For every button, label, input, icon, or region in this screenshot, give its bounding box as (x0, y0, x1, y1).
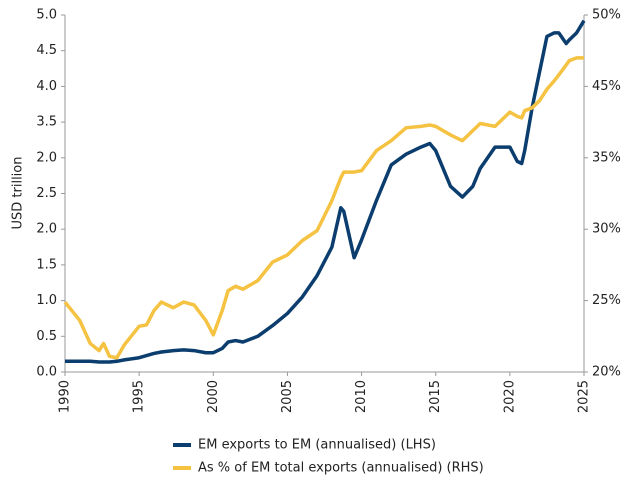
y2-tick-label: 20% (592, 365, 621, 380)
legend-label: As % of EM total exports (annualised) (R… (198, 461, 484, 476)
y2-tick-label: 35% (592, 150, 621, 165)
y-tick-label: 3.5 (36, 115, 57, 130)
x-tick-label: 2010 (354, 380, 369, 413)
y-tick-label: 4.0 (36, 79, 57, 94)
y2-tick-label: 45% (592, 79, 621, 94)
series-line (65, 19, 586, 364)
y2-tick-label: 50% (592, 8, 621, 23)
legend-label: EM exports to EM (annualised) (LHS) (198, 438, 436, 453)
x-tick-label: 2000 (206, 380, 221, 413)
y-tick-label: 0.0 (36, 365, 57, 380)
y-axis-label: USD trillion (11, 157, 26, 230)
y-tick-label: 5.0 (36, 8, 57, 23)
y-tick-label: 1.5 (36, 257, 57, 272)
x-tick-label: 2005 (280, 380, 295, 413)
x-tick-label: 2020 (502, 380, 517, 413)
y-tick-label: 2.0 (36, 150, 57, 165)
y-tick-label: 0.5 (36, 329, 57, 344)
x-tick-label: 2015 (428, 380, 443, 413)
y-tick-label: 2.5 (36, 186, 57, 201)
series-line (63, 56, 584, 360)
y2-tick-label: 25% (592, 293, 621, 308)
y-tick-label: 4.5 (36, 43, 57, 58)
x-tick-label: 1990 (58, 380, 73, 413)
y-tick-label: 2.0 (36, 222, 57, 237)
x-tick-label: 1995 (132, 380, 147, 413)
y2-tick-label: 30% (592, 222, 621, 237)
x-tick-label: 2025 (577, 380, 592, 413)
y-tick-label: 1.0 (36, 293, 57, 308)
